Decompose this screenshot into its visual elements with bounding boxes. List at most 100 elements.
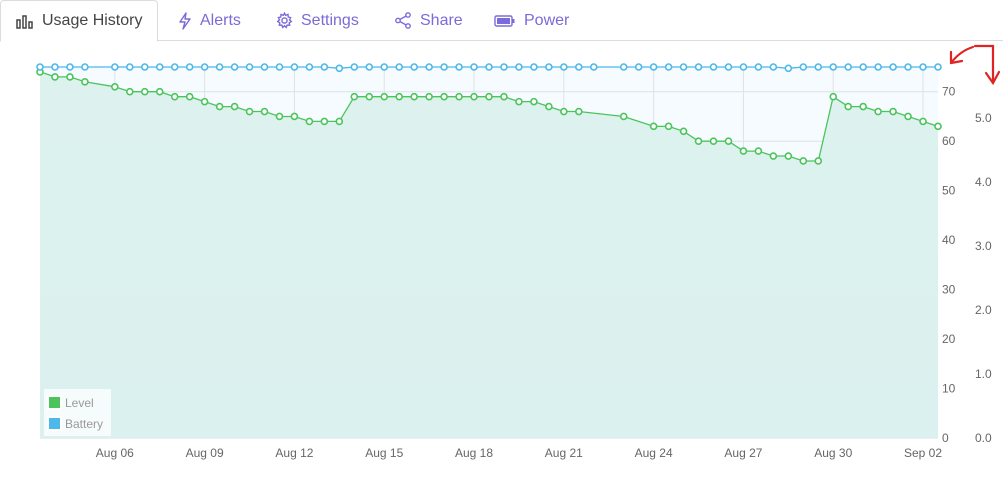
tab-bar: Usage History Alerts Settings Share Powe… [0, 0, 1003, 42]
x-tick-label: Aug 12 [275, 446, 313, 460]
y-right-tick-label: 0.0 [975, 431, 992, 445]
data-point-battery [215, 63, 224, 71]
data-point-battery [66, 63, 74, 71]
data-point-level [230, 102, 239, 111]
data-point-battery [245, 63, 254, 71]
x-tick-label: Aug 06 [96, 446, 134, 460]
tab-label: Usage History [42, 12, 143, 29]
tab-power[interactable]: Power [494, 0, 569, 41]
data-point-level [724, 137, 733, 145]
x-tick-label: Aug 15 [365, 446, 403, 460]
y-right-tick-label: 3.0 [975, 239, 992, 253]
data-point-level [739, 147, 748, 155]
data-point-battery [545, 63, 553, 71]
x-tick-label: Aug 18 [455, 446, 493, 460]
data-point-level [844, 102, 853, 111]
data-point-level [679, 127, 688, 136]
data-point-level [709, 137, 718, 145]
data-point-battery [500, 63, 508, 71]
legend-label-level: Level [65, 396, 94, 410]
data-point-level [365, 92, 374, 101]
data-point-battery [724, 63, 733, 71]
data-point-battery [904, 63, 912, 71]
data-point-level [305, 117, 314, 126]
data-point-battery [634, 63, 643, 71]
data-point-level [874, 107, 882, 116]
tab-alerts[interactable]: Alerts [178, 0, 241, 41]
data-point-battery [305, 63, 314, 71]
data-point-battery [350, 63, 359, 71]
y-left-tick-label: 20 [942, 332, 956, 346]
data-point-level [455, 92, 463, 101]
data-point-level [769, 152, 778, 160]
legend-swatch-level [47, 395, 62, 410]
chart-areas [40, 67, 938, 439]
data-point-level [81, 78, 89, 86]
data-point-level [245, 107, 254, 116]
data-point-level [545, 102, 553, 111]
data-point-battery [814, 63, 823, 71]
data-point-level [170, 92, 179, 101]
data-point-battery [335, 64, 344, 73]
data-point-level [200, 97, 209, 106]
series-area-level [40, 71, 938, 439]
data-point-battery [859, 63, 867, 71]
data-point-battery [799, 63, 808, 71]
data-point-battery [395, 63, 404, 71]
data-point-battery [111, 63, 119, 71]
data-point-battery [185, 63, 194, 71]
battery-icon [494, 14, 516, 28]
data-point-level [51, 73, 59, 81]
data-point-level [155, 87, 164, 96]
data-point-level [425, 92, 433, 101]
data-point-battery [784, 64, 793, 73]
data-point-level [126, 87, 134, 96]
data-point-level [470, 92, 478, 101]
data-point-level [799, 157, 808, 165]
data-point-battery [679, 63, 688, 71]
data-point-level [574, 107, 583, 116]
y-right-tick-label: 4.0 [975, 175, 992, 189]
data-point-level [185, 92, 194, 101]
data-point-level [275, 112, 284, 121]
data-point-battery [51, 63, 59, 71]
data-point-battery [709, 63, 718, 71]
tab-label: Alerts [200, 11, 241, 29]
data-point-level [395, 92, 404, 101]
tab-usage-history[interactable]: Usage History [0, 0, 159, 42]
x-tick-label: Aug 09 [186, 446, 224, 460]
data-point-battery [649, 63, 658, 71]
data-point-battery [36, 63, 44, 71]
data-point-level [829, 92, 838, 101]
usage-chart: Aug 06 Aug 09 Aug 12 Aug 15 Aug 18 Aug 21 Aug … [36, 44, 1001, 460]
tab-label: Power [524, 11, 570, 29]
gear-icon [276, 12, 293, 29]
data-point-level [694, 137, 703, 145]
data-point-level [560, 107, 568, 116]
data-point-battery [275, 63, 284, 71]
tab-settings[interactable]: Settings [276, 0, 359, 41]
data-point-battery [919, 63, 927, 71]
data-point-battery [664, 63, 673, 71]
data-point-level [619, 112, 628, 121]
y-left-tick-label: 50 [942, 184, 956, 198]
data-point-level [530, 97, 538, 106]
x-tick-label: Aug 21 [545, 446, 583, 460]
bar-chart-icon [16, 13, 34, 29]
data-point-level [111, 82, 119, 91]
data-point-level [66, 73, 74, 81]
data-point-battery [410, 63, 418, 71]
data-point-battery [140, 63, 149, 71]
tab-share[interactable]: Share [394, 0, 463, 41]
data-point-battery [126, 63, 134, 71]
data-point-level [859, 102, 867, 111]
y-left-tick-label: 10 [942, 382, 956, 396]
data-point-level [320, 117, 329, 126]
y-axis-left: 0 10 20 30 40 50 60 70 [942, 85, 956, 445]
data-point-battery [170, 63, 179, 71]
data-point-battery [530, 63, 538, 71]
data-point-battery [619, 63, 628, 71]
data-point-battery [515, 63, 523, 71]
data-point-battery [574, 63, 583, 71]
data-point-battery [934, 63, 942, 71]
